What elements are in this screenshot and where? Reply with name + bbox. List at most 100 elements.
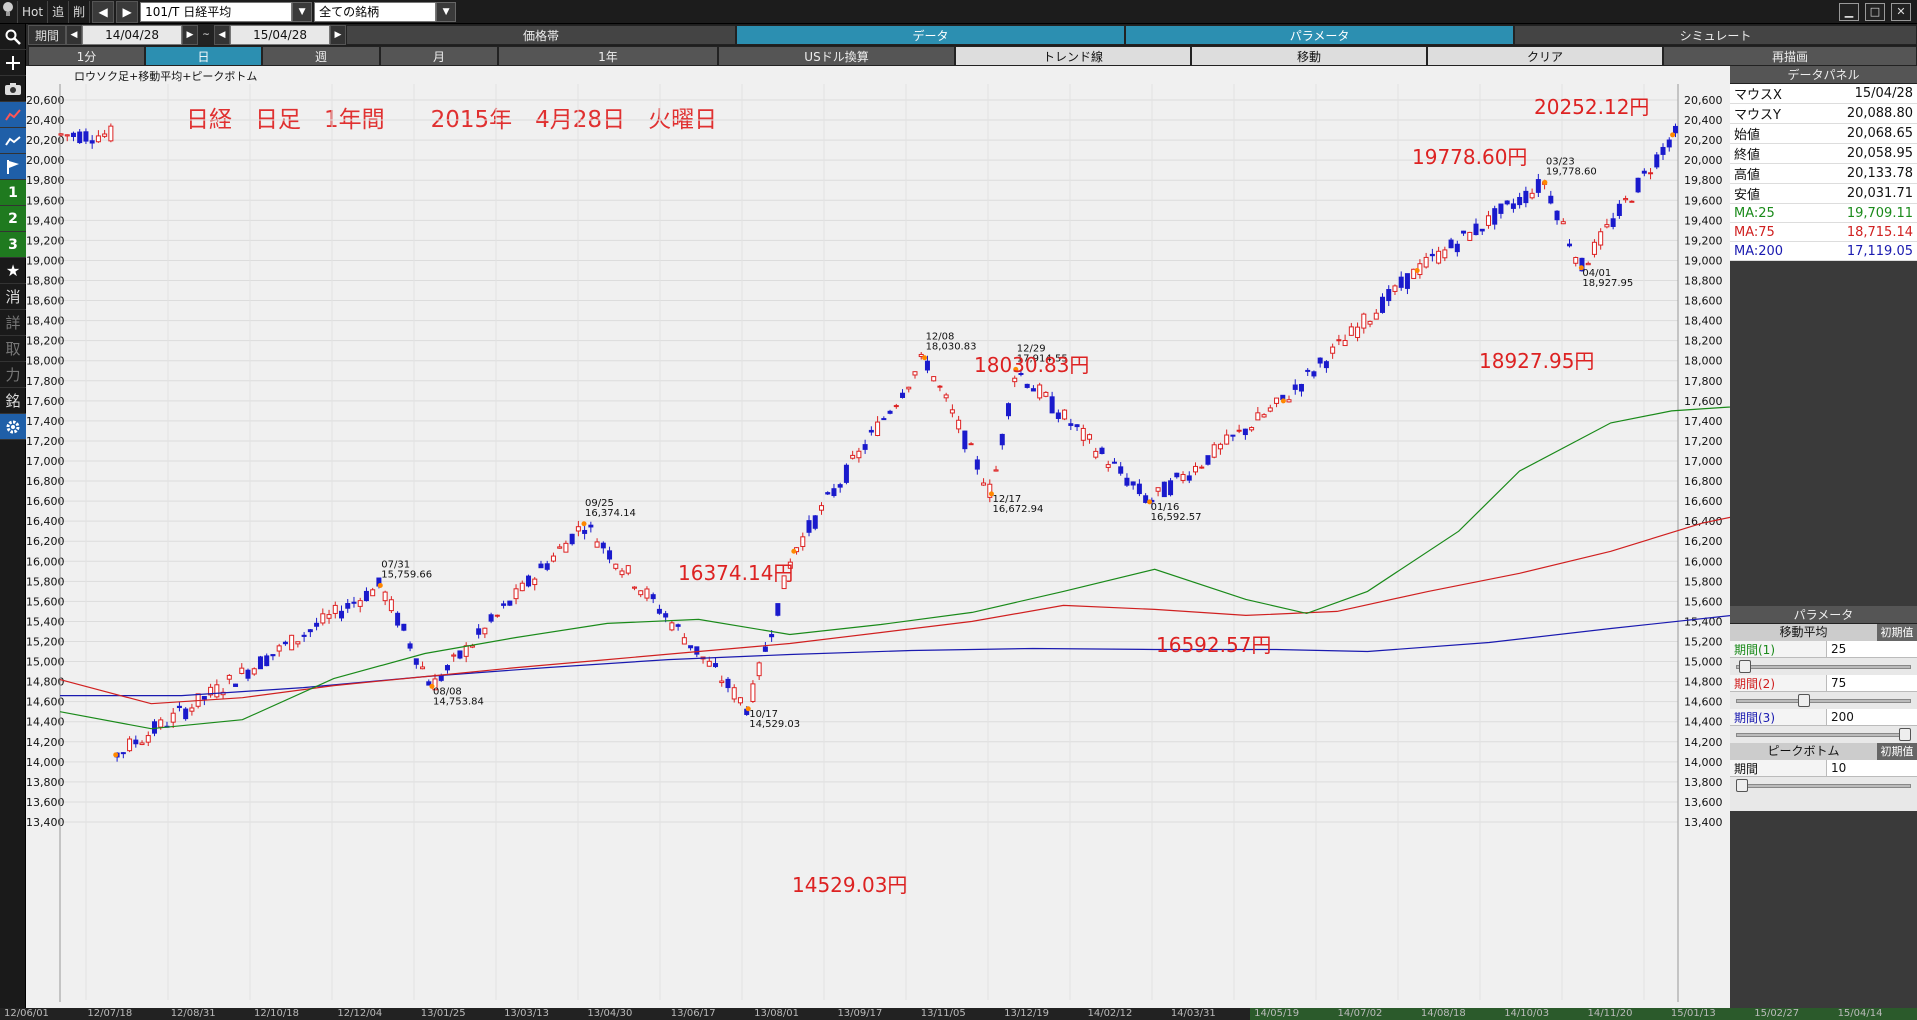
next-arrow-icon[interactable]: ▶	[116, 0, 139, 23]
pb-period-slider[interactable]	[1730, 777, 1917, 794]
power-button[interactable]: 力	[0, 362, 26, 388]
candle-body	[731, 687, 737, 700]
close-icon[interactable]: ✕	[1891, 2, 1911, 21]
peak-label: 16374.14円	[678, 561, 793, 585]
preset-3-button[interactable]: 3	[0, 232, 26, 258]
period-2-label: 期間(2)	[1734, 676, 1775, 691]
erase-button[interactable]: 消	[0, 284, 26, 310]
period-3-slider[interactable]	[1730, 726, 1917, 743]
overview-date-label: 13/08/01	[754, 1008, 800, 1019]
bulb-icon[interactable]	[0, 0, 18, 23]
minimize-icon[interactable]: ▁	[1839, 2, 1859, 21]
from-next-icon[interactable]: ▶	[182, 25, 199, 45]
candle-body	[875, 421, 881, 436]
usd-convert-button[interactable]: USドル換算	[718, 46, 955, 66]
peak-marker	[1670, 132, 1676, 138]
date-to-input[interactable]: 15/04/28	[230, 25, 331, 45]
line-chart-icon[interactable]	[0, 102, 26, 128]
detail-button[interactable]: 詳	[0, 310, 26, 336]
tf-month[interactable]: 月	[380, 46, 498, 66]
flag-icon[interactable]	[0, 154, 26, 180]
candle-body	[769, 634, 775, 638]
candle-body	[1604, 224, 1610, 228]
annotation-date: 09/25	[585, 498, 614, 509]
candle-body	[1062, 409, 1068, 420]
to-prev-icon[interactable]: ◀	[214, 25, 231, 45]
to-next-icon[interactable]: ▶	[330, 25, 347, 45]
trade-button[interactable]: 取	[0, 336, 26, 362]
from-prev-icon[interactable]: ◀	[66, 25, 83, 45]
star-icon[interactable]: ★	[0, 258, 26, 284]
candle-body	[1161, 481, 1167, 498]
candle-body	[750, 683, 756, 702]
period-2-slider[interactable]	[1730, 692, 1917, 709]
move-button[interactable]: 移動	[1191, 46, 1427, 66]
tab-price-band[interactable]: 価格帯	[346, 25, 737, 45]
candle-body	[513, 588, 519, 600]
candle-body	[1423, 256, 1429, 268]
period-1-input[interactable]: 25	[1826, 641, 1917, 657]
trendline-button[interactable]: トレンド線	[955, 46, 1191, 66]
annotation-date: 04/01	[1582, 268, 1611, 279]
period-2-input[interactable]: 75	[1826, 675, 1917, 691]
candle-body	[233, 683, 239, 687]
tab-parameters[interactable]: パラメータ	[1125, 25, 1515, 45]
gear-icon[interactable]	[0, 414, 26, 440]
ma75-line	[59, 516, 1730, 705]
delete-button[interactable]: 削	[69, 0, 91, 23]
candle-body	[1442, 249, 1448, 259]
tf-week[interactable]: 週	[262, 46, 380, 66]
add-button[interactable]: 追	[48, 0, 70, 23]
tab-simulate[interactable]: シミュレート	[1514, 25, 1917, 45]
period-3-input[interactable]: 200	[1826, 709, 1917, 725]
symbol-dropdown-icon[interactable]: ▼	[292, 1, 313, 22]
period-1-slider[interactable]	[1730, 658, 1917, 675]
search-icon[interactable]	[0, 24, 26, 50]
candle-body	[1361, 313, 1367, 329]
preset-2-button[interactable]: 2	[0, 206, 26, 232]
pb-reset-button[interactable]: 初期值	[1877, 742, 1917, 760]
prev-arrow-icon[interactable]: ◀	[92, 0, 115, 23]
candle-body	[1193, 465, 1199, 473]
candle-body	[1024, 383, 1030, 388]
y-tick-right: 18,600	[1684, 295, 1723, 308]
overview-date-strip[interactable]: 12/06/01 12/07/18 12/08/31 12/10/18 12/12/04…	[0, 1008, 1917, 1020]
period-3-label: 期間(3)	[1734, 710, 1775, 725]
trend-chart-icon[interactable]	[0, 128, 26, 154]
period-1-label: 期間(1)	[1734, 642, 1775, 657]
chart-area[interactable]: ロウソク足+移動平均+ピークボトム 日経 日足 1年間 2015年 4月28日 …	[26, 66, 1730, 1020]
maximize-icon[interactable]: □	[1865, 2, 1885, 21]
universe-select[interactable]: 全ての銘柄	[314, 1, 437, 22]
candle-body	[270, 654, 276, 657]
tf-1year[interactable]: 1年	[498, 46, 718, 66]
peak-marker	[1414, 267, 1420, 273]
peak-marker	[1280, 398, 1286, 404]
ma-reset-button[interactable]: 初期值	[1877, 623, 1917, 641]
universe-dropdown-icon[interactable]: ▼	[436, 1, 457, 22]
date-from-input[interactable]: 14/04/28	[82, 25, 183, 45]
tf-1min[interactable]: 1分	[28, 46, 145, 66]
symbol-input[interactable]: 101/T 日経平均	[140, 1, 293, 22]
candle-body	[650, 594, 656, 600]
candle-body	[981, 482, 987, 486]
stock-button[interactable]: 銘	[0, 388, 26, 414]
crosshair-icon[interactable]	[0, 50, 26, 76]
tf-day[interactable]: 日	[145, 46, 262, 66]
hot-button[interactable]: Hot	[18, 0, 49, 23]
candle-body	[476, 628, 482, 635]
candle-body	[675, 624, 681, 627]
overview-date-label: 14/10/03	[1500, 1008, 1584, 1020]
camera-icon[interactable]	[0, 76, 26, 102]
candle-body	[1261, 414, 1267, 418]
clear-button[interactable]: クリア	[1427, 46, 1663, 66]
annotation-date: 07/31	[381, 559, 410, 570]
overview-date-label: 12/12/04	[337, 1008, 383, 1019]
y-tick-left: 17,400	[26, 415, 65, 428]
y-tick-left: 20,200	[26, 134, 65, 147]
candlestick-chart[interactable]: 20,600 20,600 20,400 20,400 20,200 20,200 20,0…	[26, 66, 1730, 1020]
pb-period-input[interactable]: 10	[1826, 760, 1917, 776]
redraw-button[interactable]: 再描画	[1663, 46, 1917, 66]
preset-1-button[interactable]: 1	[0, 180, 26, 206]
y-tick-left: 15,600	[26, 595, 65, 608]
tab-data[interactable]: データ	[736, 25, 1126, 45]
